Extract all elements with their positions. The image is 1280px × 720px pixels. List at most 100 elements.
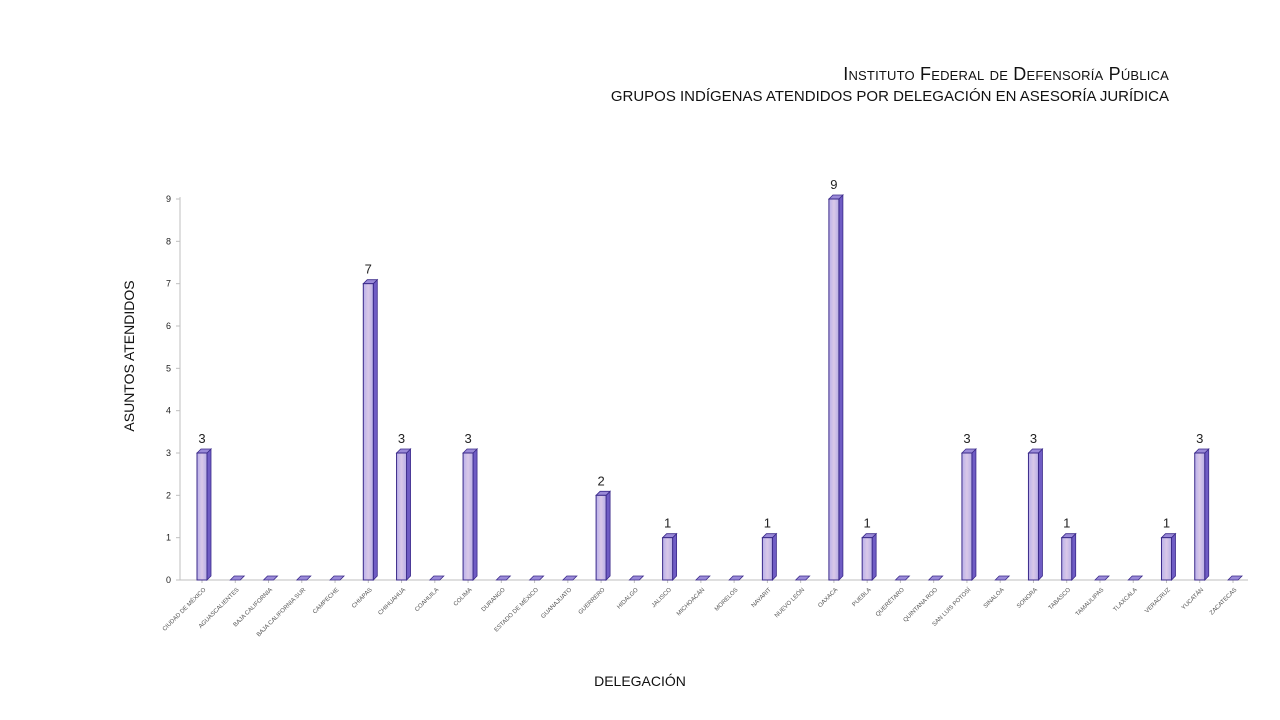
category-label: COAHUILA <box>414 587 440 613</box>
bar <box>1060 532 1077 581</box>
bar-front <box>1160 537 1172 581</box>
bars <box>196 194 1243 581</box>
bar-front <box>196 452 208 581</box>
category-label: SINALOA <box>983 587 1006 610</box>
bar <box>528 575 545 581</box>
y-tick-label: 2 <box>166 490 171 500</box>
bar-zero <box>794 575 811 581</box>
category-label: CAMPECHE <box>312 587 340 615</box>
bar <box>428 575 445 581</box>
bar-zero <box>628 575 645 581</box>
x-axis-title: DELEGACIÓN <box>594 673 686 689</box>
bar <box>927 575 944 581</box>
data-label: 7 <box>365 262 372 277</box>
bar-zero <box>329 575 345 581</box>
chart-title-block: Instituto Federal de Defensoría Pública … <box>611 62 1169 108</box>
bar-zero <box>561 575 578 581</box>
bar-side <box>771 532 777 581</box>
category-label: GUERRERO <box>578 587 607 616</box>
bar <box>1094 575 1110 581</box>
bar <box>262 575 279 581</box>
bar <box>628 575 645 581</box>
data-label: 3 <box>464 431 471 446</box>
bar-side <box>372 278 378 581</box>
y-tick-label: 7 <box>166 279 171 289</box>
bar <box>728 575 745 581</box>
category-label: MICHOACÁN <box>675 586 706 617</box>
bar-zero <box>1127 575 1144 581</box>
data-label: 2 <box>597 473 604 488</box>
y-tick-label: 0 <box>166 575 171 585</box>
bar-front <box>828 198 840 581</box>
data-label: 1 <box>664 516 671 531</box>
bar-zero <box>1227 575 1243 581</box>
category-label: YUCATÁN <box>1180 586 1205 611</box>
bar <box>295 575 312 581</box>
y-tick-label: 5 <box>166 363 171 373</box>
category-label: NUEVO LEÓN <box>773 586 806 619</box>
category-label: TLAXCALA <box>1113 587 1139 613</box>
data-label: 3 <box>1196 431 1203 446</box>
bar <box>495 575 512 581</box>
bar <box>761 532 778 581</box>
bar-front <box>1061 537 1073 581</box>
bar-side <box>472 448 478 581</box>
bar-side <box>206 448 212 581</box>
bar-side <box>1204 448 1210 581</box>
bar-zero <box>495 575 512 581</box>
bar <box>1160 532 1177 581</box>
bar <box>329 575 345 581</box>
bar-side <box>1171 532 1176 581</box>
bar <box>661 532 678 581</box>
bar <box>595 490 612 581</box>
bar <box>694 575 711 581</box>
category-label: QUINTANA ROO <box>903 587 940 624</box>
axes: 0 1 2 3 4 5 6 7 8 9 <box>166 194 1248 585</box>
bar <box>1127 575 1144 581</box>
bar <box>827 194 844 581</box>
category-label: CHIAPAS <box>351 587 374 610</box>
bar-side <box>871 532 877 581</box>
y-tick-label: 1 <box>166 533 171 543</box>
bar-front <box>761 537 773 581</box>
bar <box>794 575 811 581</box>
bar <box>229 575 246 581</box>
chart-subtitle: GRUPOS INDÍGENAS ATENDIDOS POR DELEGACIÓ… <box>610 88 1169 105</box>
bar-zero <box>927 575 944 581</box>
y-tick-label: 6 <box>166 321 171 331</box>
data-label: 3 <box>398 431 405 446</box>
bar <box>1027 448 1044 581</box>
data-label: 1 <box>1163 516 1170 531</box>
category-label: MORELOS <box>714 587 739 612</box>
y-tick-label: 3 <box>166 448 171 458</box>
category-label: CHIHUAHUA <box>377 587 406 616</box>
bar-zero <box>229 575 246 581</box>
bar-front <box>961 452 973 581</box>
bar <box>196 448 212 581</box>
y-tick-label: 4 <box>166 406 171 416</box>
data-label: 3 <box>963 431 970 446</box>
bar <box>362 278 379 581</box>
category-label: TAMAULIPAS <box>1075 587 1105 617</box>
category-label: DURANGO <box>481 587 507 613</box>
category-label: HIDALGO <box>616 587 640 611</box>
bar <box>561 575 578 581</box>
category-label: NAYARIT <box>751 587 773 609</box>
data-label: 9 <box>830 177 837 192</box>
bar <box>861 532 878 581</box>
category-label: QUERÉTARO <box>874 586 906 618</box>
bar-zero <box>694 575 711 581</box>
category-label: GUANAJUATO <box>540 587 573 620</box>
bar-side <box>971 448 977 581</box>
category-label: PUEBLA <box>852 587 873 608</box>
bar-zero <box>295 575 312 581</box>
bar <box>894 575 911 581</box>
bar-front <box>362 283 374 581</box>
category-label: TABASCO <box>1048 587 1072 611</box>
bar-zero <box>528 575 545 581</box>
bar <box>960 448 977 581</box>
category-label: ZACATECAS <box>1209 587 1238 616</box>
category-label: SONORA <box>1016 587 1039 610</box>
